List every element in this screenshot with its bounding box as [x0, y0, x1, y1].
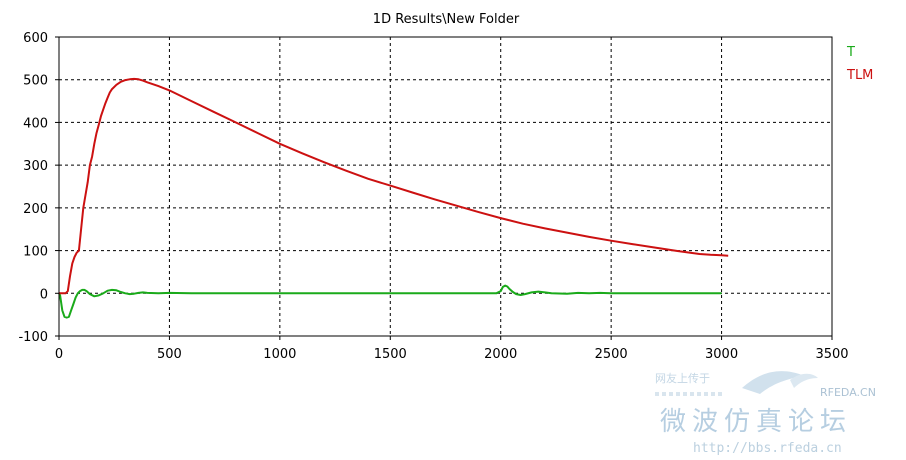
y-tick-label: 200	[23, 202, 48, 217]
plot-area	[59, 37, 832, 336]
watermark-url: http://bbs.rfeda.cn	[693, 441, 842, 456]
watermark-small-text: 网友上传于	[655, 371, 710, 385]
x-tick-label: 3000	[705, 347, 738, 362]
legend-entry-tlm: TLM	[846, 68, 873, 83]
x-tick-label: 0	[55, 347, 63, 362]
series-line-tlm	[59, 77, 729, 295]
y-tick-label: 300	[23, 159, 48, 174]
y-tick-label: 400	[23, 116, 48, 131]
wing-icon	[790, 373, 818, 388]
axis-ticks: 0 500 1000 1500 2000 2500 3000 3500 -100 0 100 200 3…	[18, 31, 848, 362]
y-tick-label: 600	[23, 31, 48, 46]
x-tick-label: 3500	[815, 347, 848, 362]
watermark-big-text: 微波仿真论坛	[660, 407, 852, 437]
chart-title: 1D Results\New Folder	[373, 12, 520, 27]
bird-icon	[742, 371, 805, 394]
watermark-logo: 网友上传于 RFEDA.CN 微波仿真论坛 http://bbs.rfeda.c…	[655, 371, 876, 456]
legend-entry-t: T	[846, 45, 855, 60]
x-tick-label: 2500	[595, 347, 628, 362]
legend: T TLM	[846, 45, 873, 83]
series-lines	[58, 77, 729, 319]
x-tick-label: 1500	[374, 347, 407, 362]
x-tick-label: 500	[157, 347, 182, 362]
watermark-brand: RFEDA.CN	[820, 386, 876, 399]
plot-border	[58, 36, 833, 337]
series-line-t	[58, 284, 722, 319]
y-tick-label: 500	[23, 74, 48, 89]
y-tick-label: 0	[40, 287, 48, 302]
x-tick-label: 2000	[484, 347, 517, 362]
y-tick-label: -100	[18, 330, 48, 345]
watermark-dots	[655, 392, 722, 396]
y-tick-label: 100	[23, 245, 48, 260]
x-tick-label: 1000	[263, 347, 296, 362]
